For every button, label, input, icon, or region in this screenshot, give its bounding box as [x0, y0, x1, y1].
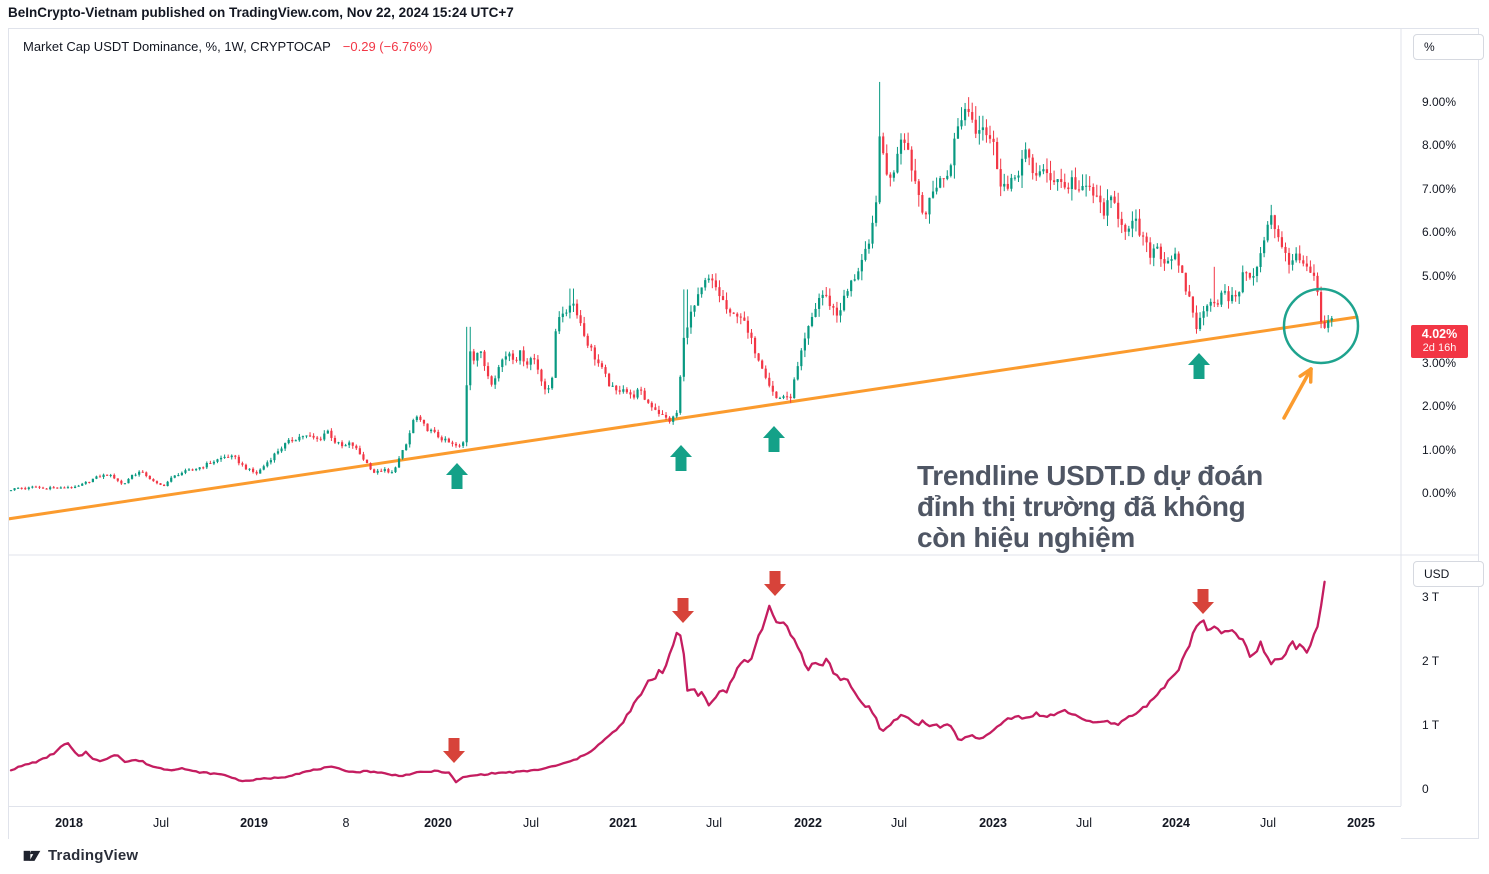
red-down-arrow-icon — [672, 598, 694, 623]
usd-axis-label: 0 — [1422, 782, 1429, 796]
chart-legend[interactable]: Market Cap USDT Dominance, %, 1W, CRYPTO… — [23, 39, 432, 54]
legend-change-value: −0.29 (−6.76%) — [342, 39, 433, 54]
time-axis-label: 2023 — [979, 816, 1007, 830]
time-axis-label: 8 — [342, 816, 350, 830]
time-axis-label: Jul — [706, 816, 722, 830]
tradingview-brand-text: TradingView — [48, 846, 139, 864]
time-axis[interactable]: 2018 Jul 2019 8 2020 Jul 2021 Jul 2022 Jul 2023 Jul… — [9, 806, 1401, 840]
last-price-value: 4.02% — [1421, 327, 1458, 341]
percent-unit-button[interactable]: % — [1413, 34, 1484, 60]
percent-axis-label: 9.00% — [1422, 94, 1457, 109]
time-axis-label: Jul — [1076, 816, 1092, 830]
last-price-label: 4.02% 2d 16h — [1411, 325, 1468, 358]
chart-canvas[interactable] — [9, 29, 1478, 806]
chart-card: Market Cap USDT Dominance, %, 1W, CRYPTO… — [8, 28, 1484, 840]
pane-separators — [9, 29, 1478, 806]
percent-axis-label: 6.00% — [1422, 225, 1457, 239]
percent-axis-label: 8.00% — [1422, 138, 1457, 152]
time-axis-label: 2025 — [1347, 816, 1375, 830]
published-header: BeInCrypto-Vietnam published on TradingV… — [8, 5, 514, 20]
time-axis-label: 2020 — [424, 816, 452, 830]
bar-countdown: 2d 16h — [1422, 342, 1457, 354]
green-up-arrow-icon — [670, 445, 692, 471]
usd-unit-button[interactable]: USD — [1413, 561, 1484, 587]
marketcap-line — [9, 580, 1326, 784]
time-axis-label: 2021 — [609, 816, 637, 830]
red-down-arrow-icon — [443, 738, 465, 763]
time-axis-label: Jul — [153, 816, 169, 830]
percent-axis-label: 3.00% — [1422, 355, 1457, 370]
usd-axis-label: 3 T — [1422, 590, 1440, 604]
percent-axis-label: 0.00% — [1422, 486, 1457, 500]
sell-arrow-markers[interactable] — [443, 571, 1214, 763]
red-down-arrow-icon — [1192, 589, 1214, 614]
time-axis-label: 2018 — [55, 816, 83, 830]
time-axis-label: Jul — [891, 816, 907, 830]
buy-arrow-markers[interactable] — [446, 353, 1210, 489]
time-axis-label: Jul — [523, 816, 539, 830]
dominance-candles — [9, 81, 1333, 492]
time-axis-label: 2024 — [1162, 816, 1190, 830]
green-up-arrow-icon — [763, 426, 785, 452]
breakdown-circle-highlight[interactable] — [1282, 287, 1360, 365]
red-down-arrow-icon — [764, 571, 786, 596]
percent-axis-label: 7.00% — [1422, 181, 1457, 196]
price-axis[interactable]: % 9.00% 8.00% 7.00% 6.00% 5.00% 3.00% 2.00% 1.0… — [1401, 29, 1484, 840]
green-up-arrow-icon — [446, 463, 468, 489]
percent-axis-label: 1.00% — [1422, 442, 1457, 457]
percent-axis-label: 2.00% — [1422, 399, 1457, 413]
green-up-arrow-icon — [1188, 353, 1210, 379]
tradingview-logo-icon — [23, 850, 41, 861]
tradingview-footer-link[interactable]: TradingView — [22, 845, 138, 865]
orange-pointer-arrow[interactable] — [1282, 367, 1313, 420]
usd-axis-label: 2 T — [1422, 654, 1440, 668]
usd-axis-label: 1 T — [1422, 718, 1440, 732]
time-axis-label: 2022 — [794, 816, 822, 830]
legend-title[interactable]: Market Cap USDT Dominance, %, 1W, CRYPTO… — [23, 39, 331, 54]
percent-axis-label: 5.00% — [1422, 268, 1457, 283]
orange-trendline[interactable] — [9, 315, 1359, 521]
time-axis-label: 2019 — [240, 816, 268, 830]
time-axis-label: Jul — [1260, 816, 1276, 830]
